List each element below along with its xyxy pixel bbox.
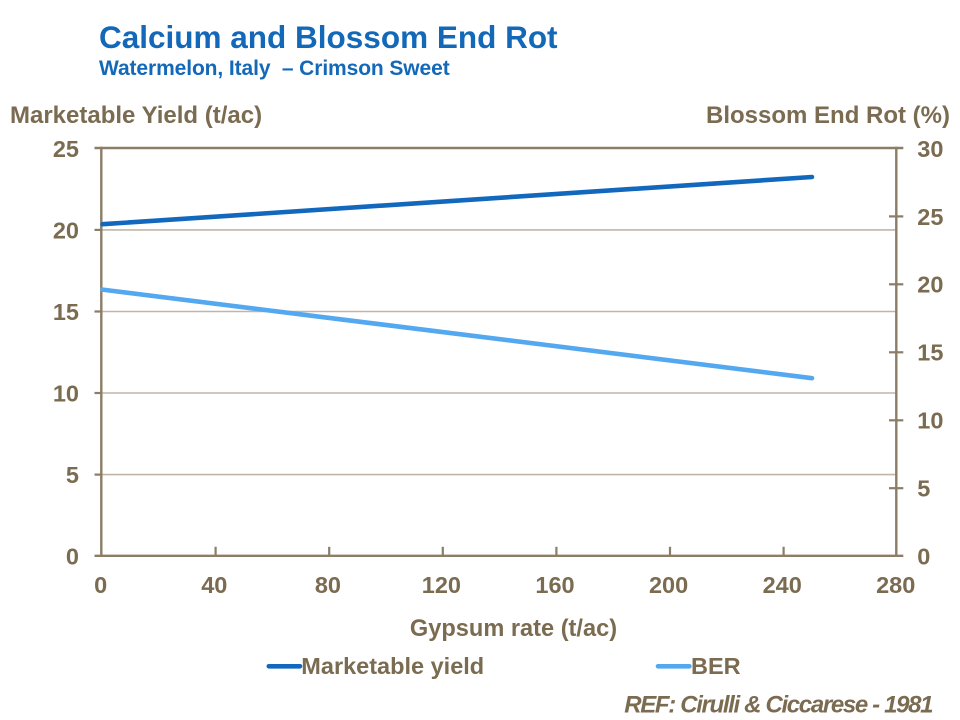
svg-text:20: 20	[917, 272, 943, 298]
svg-text:25: 25	[53, 136, 79, 162]
svg-text:120: 120	[422, 572, 461, 598]
svg-text:BER: BER	[691, 653, 741, 679]
svg-text:20: 20	[53, 217, 79, 243]
svg-text:Watermelon, Italy – Crimson S: Watermelon, Italy – Crimson Sweet	[99, 57, 450, 80]
svg-text:15: 15	[53, 299, 79, 325]
svg-text:30: 30	[917, 136, 943, 162]
svg-text:15: 15	[917, 340, 943, 366]
svg-text:0: 0	[917, 544, 930, 570]
svg-text:5: 5	[917, 476, 930, 502]
svg-text:160: 160	[535, 572, 574, 598]
svg-text:Calcium and Blossom End Rot: Calcium and Blossom End Rot	[99, 19, 558, 55]
svg-text:0: 0	[66, 544, 79, 570]
svg-text:280: 280	[876, 572, 915, 598]
svg-text:10: 10	[917, 408, 943, 434]
svg-text:240: 240	[763, 572, 802, 598]
svg-text:Marketable yield: Marketable yield	[301, 653, 484, 679]
svg-text:40: 40	[201, 572, 227, 598]
svg-text:5: 5	[66, 462, 79, 488]
svg-text:0: 0	[94, 572, 107, 598]
svg-text:200: 200	[649, 572, 688, 598]
svg-text:25: 25	[917, 204, 943, 230]
svg-text:Marketable Yield (t/ac): Marketable Yield (t/ac)	[10, 102, 262, 129]
svg-text:Blossom End Rot (%): Blossom End Rot (%)	[706, 102, 950, 129]
svg-text:REF: Cirulli & Ciccarese - 198: REF: Cirulli & Ciccarese - 1981	[624, 691, 933, 718]
svg-text:10: 10	[53, 381, 79, 407]
svg-text:Gypsum rate (t/ac): Gypsum rate (t/ac)	[410, 616, 617, 642]
svg-text:80: 80	[315, 572, 341, 598]
